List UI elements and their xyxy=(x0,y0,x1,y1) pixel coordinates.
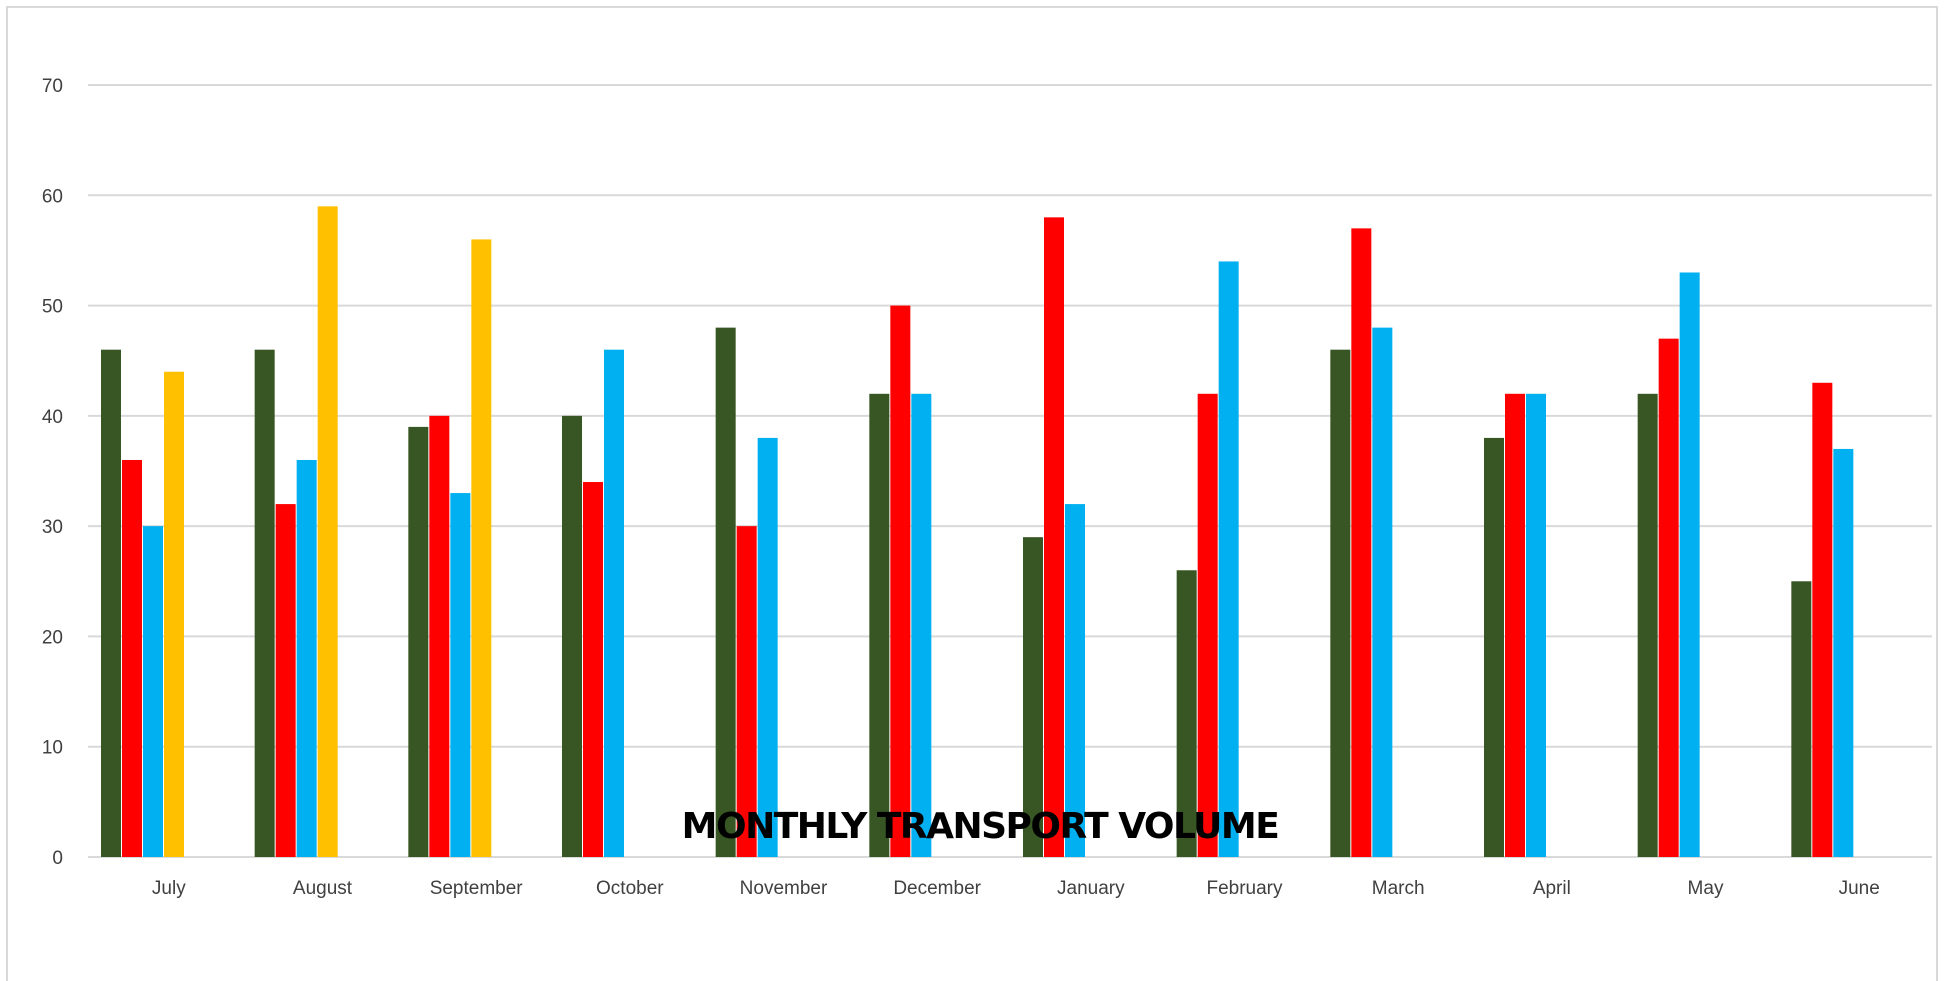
x-category-label: June xyxy=(1839,878,1880,899)
x-category-label: March xyxy=(1372,878,1425,899)
bar-august-series-2 xyxy=(275,504,296,857)
bar-january-series-1 xyxy=(1023,537,1043,857)
y-tick-label: 50 xyxy=(42,297,63,318)
y-tick-label: 30 xyxy=(42,517,63,538)
y-tick-label: 40 xyxy=(42,407,63,428)
bar-september-series-4 xyxy=(471,239,492,857)
bar-april-series-1 xyxy=(1484,437,1504,857)
y-axis-tick-labels: 0 10 20 30 40 50 60 70 xyxy=(42,76,63,869)
bar-july-series-1 xyxy=(101,349,121,857)
bar-october-series-1 xyxy=(562,415,582,857)
bar-november-series-2 xyxy=(736,526,757,857)
x-category-label: August xyxy=(293,878,353,899)
x-category-label: January xyxy=(1057,878,1125,899)
gridlines xyxy=(88,84,1932,858)
bar-october-series-2 xyxy=(583,482,603,857)
bar-november-series-1 xyxy=(715,327,736,858)
bar-june-series-1 xyxy=(1791,581,1812,857)
bar-january-series-2 xyxy=(1044,217,1064,858)
bar-march-series-3 xyxy=(1372,327,1393,858)
bar-may-series-2 xyxy=(1658,338,1679,858)
bar-february-series-1 xyxy=(1176,570,1197,857)
bar-december-series-1 xyxy=(869,393,890,857)
chart-title: MONTHLY TRANSPORT VOLUME xyxy=(682,806,1279,847)
bar-june-series-2 xyxy=(1812,382,1833,857)
bar-march-series-1 xyxy=(1330,349,1351,857)
bar-april-series-2 xyxy=(1505,393,1525,857)
x-category-label: September xyxy=(430,878,524,899)
bar-july-series-3 xyxy=(143,526,163,857)
x-category-label: October xyxy=(596,878,664,899)
bars xyxy=(101,206,1854,858)
bar-february-series-2 xyxy=(1197,393,1218,857)
x-category-label: July xyxy=(152,878,186,899)
bar-august-series-1 xyxy=(254,349,275,857)
bar-may-series-1 xyxy=(1637,393,1658,857)
y-tick-label: 60 xyxy=(42,186,63,207)
x-category-label: April xyxy=(1533,878,1571,899)
bar-september-series-1 xyxy=(408,426,429,857)
x-category-label: December xyxy=(893,878,981,899)
bar-august-series-4 xyxy=(317,206,338,858)
bar-july-series-4 xyxy=(164,371,184,857)
bar-december-series-3 xyxy=(911,393,932,857)
bar-october-series-3 xyxy=(604,349,624,857)
x-category-label: May xyxy=(1688,878,1724,899)
x-axis-category-labels: July August September October November Decemb… xyxy=(152,878,1880,899)
bar-april-series-3 xyxy=(1526,393,1546,857)
bar-january-series-3 xyxy=(1065,504,1085,857)
bar-may-series-3 xyxy=(1679,272,1700,857)
bar-november-series-3 xyxy=(757,437,778,857)
x-category-label: February xyxy=(1206,878,1283,899)
bar-march-series-2 xyxy=(1351,228,1372,857)
y-tick-label: 10 xyxy=(42,738,63,759)
bar-february-series-3 xyxy=(1218,261,1239,857)
x-category-label: November xyxy=(740,878,828,899)
bar-september-series-3 xyxy=(450,493,471,857)
bar-june-series-3 xyxy=(1833,448,1854,857)
bar-september-series-2 xyxy=(429,415,450,857)
bar-july-series-2 xyxy=(122,459,142,857)
y-tick-label: 70 xyxy=(42,76,63,97)
bar-august-series-3 xyxy=(296,459,317,857)
y-tick-label: 0 xyxy=(52,848,63,869)
bar-december-series-2 xyxy=(890,305,911,858)
y-tick-label: 20 xyxy=(42,627,63,648)
